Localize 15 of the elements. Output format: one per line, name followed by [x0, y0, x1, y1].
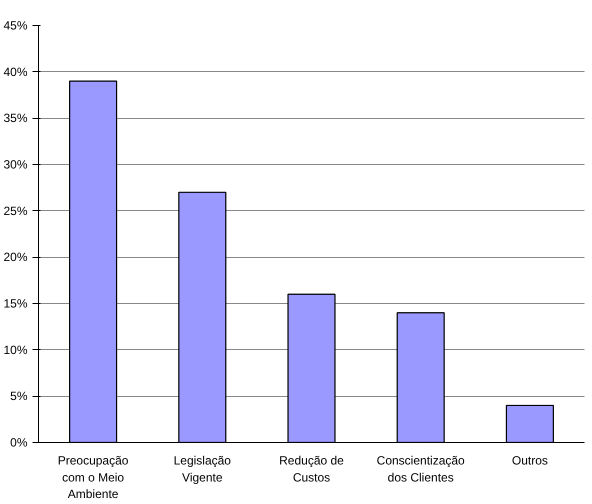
y-tick-label: 45%: [3, 18, 28, 32]
x-tick-label: Redução de Custos: [279, 454, 344, 484]
y-tick-label: 0%: [10, 436, 28, 450]
y-tick-label: 25%: [3, 204, 28, 218]
y-tick-label: 35%: [3, 111, 28, 126]
y-tick-label: 30%: [3, 158, 28, 172]
y-tick-label: 40%: [3, 64, 28, 79]
y-tick-label: 15%: [3, 296, 28, 310]
y-tick-label: 20%: [3, 250, 28, 264]
x-tick-label: Legislação Vigente: [174, 454, 232, 484]
x-tick-label: Outros: [512, 454, 548, 468]
x-tick-label: Conscientização dos Clientes: [376, 454, 466, 484]
x-tick-label: Preocupação com o Meio Ambiente: [58, 454, 129, 502]
y-tick-label: 10%: [3, 342, 28, 357]
y-tick-label: 5%: [10, 389, 28, 404]
